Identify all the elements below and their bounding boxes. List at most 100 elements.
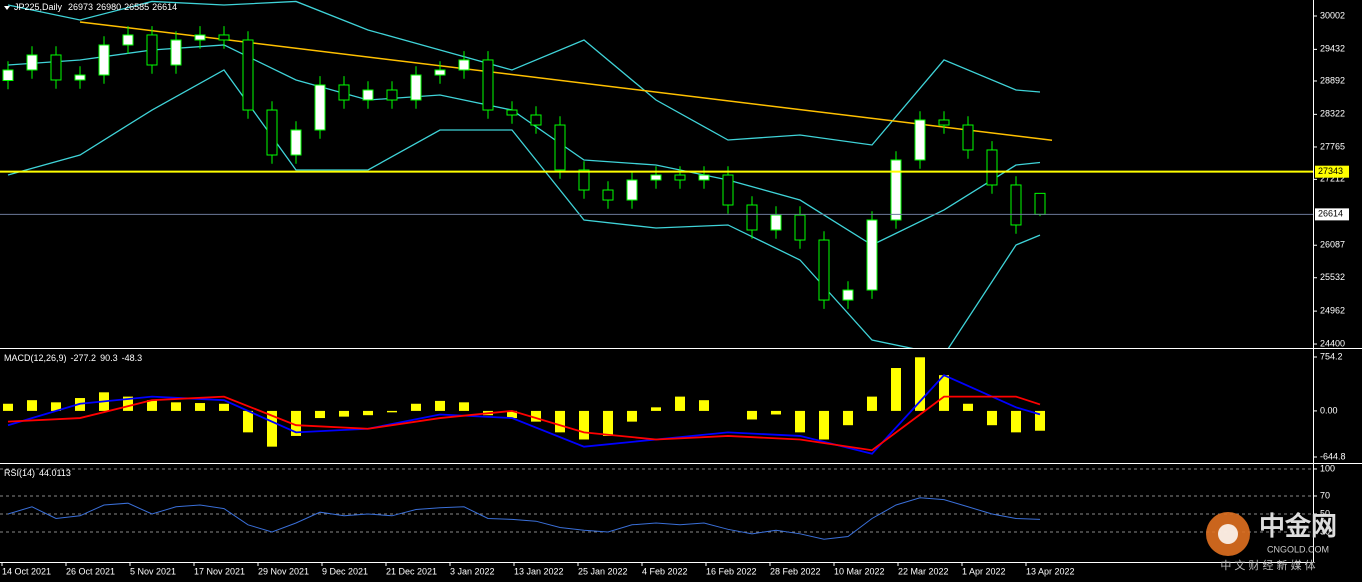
y-tick-label: 30 xyxy=(1320,526,1330,536)
candle-body xyxy=(50,54,62,81)
quote-value: 26585 xyxy=(124,2,149,12)
x-tick-label: 5 Nov 2021 xyxy=(130,566,176,576)
x-tick-label: 1 Apr 2022 xyxy=(962,566,1006,576)
macd-bar xyxy=(795,410,805,433)
macd-bar xyxy=(27,400,37,411)
x-tick-label: 9 Dec 2021 xyxy=(322,566,368,576)
y-tick-label: 70 xyxy=(1320,490,1330,500)
macd-bar xyxy=(579,410,589,440)
macd-bar xyxy=(699,400,709,411)
macd-bar xyxy=(363,410,373,416)
macd-bar xyxy=(123,396,133,411)
x-tick-label: 10 Mar 2022 xyxy=(834,566,885,576)
candle-body xyxy=(554,124,566,171)
y-tick-label: 24962 xyxy=(1320,305,1345,315)
last-price-tag xyxy=(1315,208,1349,221)
candle-body xyxy=(2,69,14,82)
macd-bar xyxy=(243,410,253,433)
macd-bar xyxy=(147,400,157,411)
macd-bar xyxy=(171,402,181,411)
trendline xyxy=(79,21,1053,141)
x-tick-label: 3 Jan 2022 xyxy=(450,566,495,576)
y-tick-label: 26087 xyxy=(1320,240,1345,250)
x-tick-label: 13 Apr 2022 xyxy=(1026,566,1075,576)
candle-body xyxy=(818,239,830,301)
candle-body xyxy=(650,174,662,181)
candle-body xyxy=(842,289,854,301)
macd-bar xyxy=(891,368,901,411)
macd-bar xyxy=(939,375,949,411)
macd-bar xyxy=(531,410,541,422)
candle-body xyxy=(218,34,230,41)
watermark-slogan: 中 文 财 经 新 媒 体 xyxy=(1220,558,1315,572)
candle-body xyxy=(626,179,638,201)
x-tick-label: 28 Feb 2022 xyxy=(770,566,821,576)
macd-bar xyxy=(819,410,829,440)
quote-value: 26614 xyxy=(152,2,177,12)
y-tick-label: 100 xyxy=(1320,463,1335,473)
y-tick-label: 29432 xyxy=(1320,44,1345,54)
quote-value: 26973 xyxy=(68,2,93,12)
x-tick-label: 13 Jan 2022 xyxy=(514,566,564,576)
candle-body xyxy=(962,124,974,151)
candle-body xyxy=(866,219,878,291)
watermark-name: 中金网 xyxy=(1259,511,1337,541)
bollinger-lower xyxy=(7,69,1041,348)
candle-body xyxy=(794,214,806,241)
macd-bar xyxy=(507,410,517,419)
macd-bar xyxy=(435,400,445,411)
menu-arrow xyxy=(4,6,10,10)
candle-body xyxy=(170,39,182,66)
macd-bar xyxy=(963,403,973,411)
macd-bar xyxy=(219,403,229,411)
candle-body xyxy=(26,54,38,71)
candle-body xyxy=(386,89,398,101)
frame xyxy=(0,0,1362,563)
x-tick-label: 29 Nov 2021 xyxy=(258,566,309,576)
y-tick-label: 27212 xyxy=(1320,174,1345,184)
panel-header: RSI(14) 44.0113 xyxy=(4,468,71,478)
quote-value: 26980 xyxy=(96,2,121,12)
candle-body xyxy=(1010,184,1022,226)
candle-body xyxy=(746,204,758,231)
y-tick-label: 28322 xyxy=(1320,109,1345,119)
candle-body xyxy=(986,149,998,186)
macd-bar xyxy=(675,396,685,411)
candle-body xyxy=(530,114,542,126)
macd-bar xyxy=(603,410,613,436)
candle-body xyxy=(122,34,134,46)
candle-body xyxy=(506,109,518,116)
candle-body xyxy=(938,119,950,126)
chart-title: JP225,Daily xyxy=(14,2,63,12)
readout: 44.0113 xyxy=(39,468,71,478)
macd-bar xyxy=(315,410,325,419)
x-tick-label: 17 Nov 2021 xyxy=(194,566,245,576)
bollinger-middle xyxy=(7,44,1041,246)
candle-body xyxy=(434,69,446,76)
panel-title: MACD(12,26,9) xyxy=(4,353,67,363)
macd-bar xyxy=(267,410,277,447)
price-plot xyxy=(2,0,1053,348)
y-tick-label: -644.8 xyxy=(1320,451,1346,461)
macd-bar xyxy=(651,407,661,411)
macd-bar xyxy=(459,402,469,411)
macd-bar xyxy=(411,403,421,411)
macd-bar xyxy=(915,357,925,411)
macd-bar xyxy=(387,410,397,413)
candle-body xyxy=(410,74,422,101)
y-tick-label: 0.00 xyxy=(1320,405,1338,415)
macd-bar xyxy=(627,410,637,422)
macd-bar xyxy=(51,402,61,411)
candle-body xyxy=(1034,192,1046,215)
x-tick-label: 22 Mar 2022 xyxy=(898,566,949,576)
candle-body xyxy=(314,84,326,131)
candle-body xyxy=(674,174,686,181)
candle-body xyxy=(242,39,254,111)
readout: -48.3 xyxy=(122,353,143,363)
y-tick-label: 50 xyxy=(1320,508,1330,518)
y-tick-label: 24400 xyxy=(1320,338,1345,348)
level-label: 27343 xyxy=(1318,166,1343,176)
macd-bar xyxy=(771,410,781,415)
